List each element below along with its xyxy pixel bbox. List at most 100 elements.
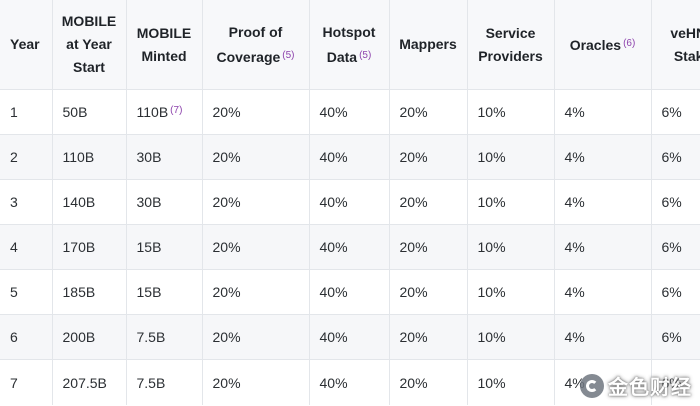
hotspot-data-cell: 40% [309,359,390,405]
hotspot-data-cell: 40% [309,179,390,225]
cell-value: 10% [477,194,506,210]
hotspot-data-cell: 40% [309,314,390,360]
header-text: Service [485,24,536,41]
table-row: 6 200B 7.5B 20% 40% 20% 10% 4% 6% [0,314,700,360]
oracles-cell: 4% [554,224,652,270]
hotspot-data-cell: 40% [309,134,390,180]
header-text: Year [10,36,40,52]
service-providers-cell: 10% [467,269,555,315]
cell-value: 20% [399,329,428,345]
cell-value: 20% [212,194,241,210]
header-text: Data [326,48,358,65]
cell-value: 40% [319,374,348,391]
cell-value: 20% [212,239,241,255]
cell-value: 7.5B [136,374,166,391]
poc-cell: 20% [202,269,310,315]
cell-value: 1 [10,104,18,120]
mobile-start-cell: 207.5B [52,359,127,405]
oracles-cell: 4% [554,269,652,315]
header-text: Mappers [399,36,457,52]
year-cell: 5 [0,269,53,315]
cell-value: 30B [136,194,162,210]
mobile-minted-cell: 30B [126,179,203,225]
cell-value: 4% [564,374,585,391]
header-text: Minted [141,47,187,64]
year-cell: 4 [0,224,53,270]
poc-cell: 20% [202,224,310,270]
cell-value: 4% [564,104,585,120]
table-row: 7 207.5B 7.5B 20% 40% 20% 10% 4% 6% [0,359,700,405]
poc-cell: 20% [202,359,310,405]
vehnt-stake-cell: 6% [651,224,700,270]
mobile-minted-cell: 15B [126,269,203,315]
cell-value: 4% [564,194,585,210]
header-text: Oracles [569,37,622,53]
cell-value: 3 [10,194,18,210]
cell-value: 20% [399,149,428,165]
mappers-cell: 20% [389,359,468,405]
header-text: veHNT [670,24,700,41]
table-row: 1 50B 110B (7) 20% 40% 20% 10% 4% 6% [0,89,700,135]
header-text: Proof of [228,23,283,40]
watermark: 金色财经 [580,371,692,400]
service-providers-cell: 10% [467,179,555,225]
mobile-start-cell: 200B [52,314,127,360]
oracles-cell: 4% [554,134,652,180]
cell-value: 7 [10,374,18,391]
cell-value: 4 [10,239,18,255]
table-body: 1 50B 110B (7) 20% 40% 20% 10% 4% 6% 2 110B 30B 20% 40… [0,89,700,405]
cell-value: 4% [564,239,585,255]
service-providers-cell: 10% [467,134,555,180]
mappers-cell: 20% [389,314,468,360]
footnote-ref[interactable]: (6) [623,38,636,49]
cell-value: 5 [10,284,18,300]
cell-value: 110B [62,149,95,165]
cell-value: 10% [477,239,506,255]
cell-value: 40% [319,284,348,300]
column-header-mappers: Mappers [389,0,468,90]
cell-value: 40% [319,149,348,165]
poc-cell: 20% [202,179,310,225]
vehnt-stake-cell: 6% [651,314,700,360]
cell-value: 15B [136,284,162,300]
year-cell: 3 [0,179,53,225]
cell-value: 20% [399,104,428,120]
year-cell: 2 [0,134,53,180]
cell-value: 6% [661,284,682,300]
hotspot-data-cell: 40% [309,224,390,270]
mappers-cell: 20% [389,89,468,135]
oracles-cell: 4% [554,89,652,135]
cell-value: 20% [399,194,428,210]
hotspot-data-cell: 40% [309,269,390,315]
watermark-text: 金色财经 [608,377,692,399]
vehnt-stake-cell: 6% [651,89,700,135]
footnote-ref[interactable]: (7) [170,105,183,116]
cell-value: 20% [212,149,241,165]
poc-cell: 20% [202,89,310,135]
header-text: MOBILE [61,13,117,29]
vehnt-stake-cell: 6% [651,359,700,405]
footnote-ref[interactable]: (5) [282,49,295,61]
footnote-ref[interactable]: (5) [359,49,372,61]
cell-value: 20% [399,284,428,300]
cell-value: 20% [399,374,428,391]
header-text: at Year [66,36,112,52]
year-cell: 6 [0,314,53,360]
cell-value: 20% [212,104,241,120]
column-header-hotspot-data: Hotspot Data (5) [309,0,390,90]
mobile-minted-cell: 7.5B [126,359,203,405]
cell-value: 110B [136,104,169,120]
mappers-cell: 20% [389,224,468,270]
cell-value: 6% [661,329,682,345]
service-providers-cell: 10% [467,89,555,135]
service-providers-cell: 10% [467,224,555,270]
cell-value: 10% [477,374,506,391]
mappers-cell: 20% [389,269,468,315]
hotspot-data-cell: 40% [309,89,390,135]
mobile-minted-cell: 7.5B [126,314,203,360]
cell-value: 40% [319,239,348,255]
cell-value: 6% [661,104,682,120]
mobile-start-cell: 110B [52,134,127,180]
